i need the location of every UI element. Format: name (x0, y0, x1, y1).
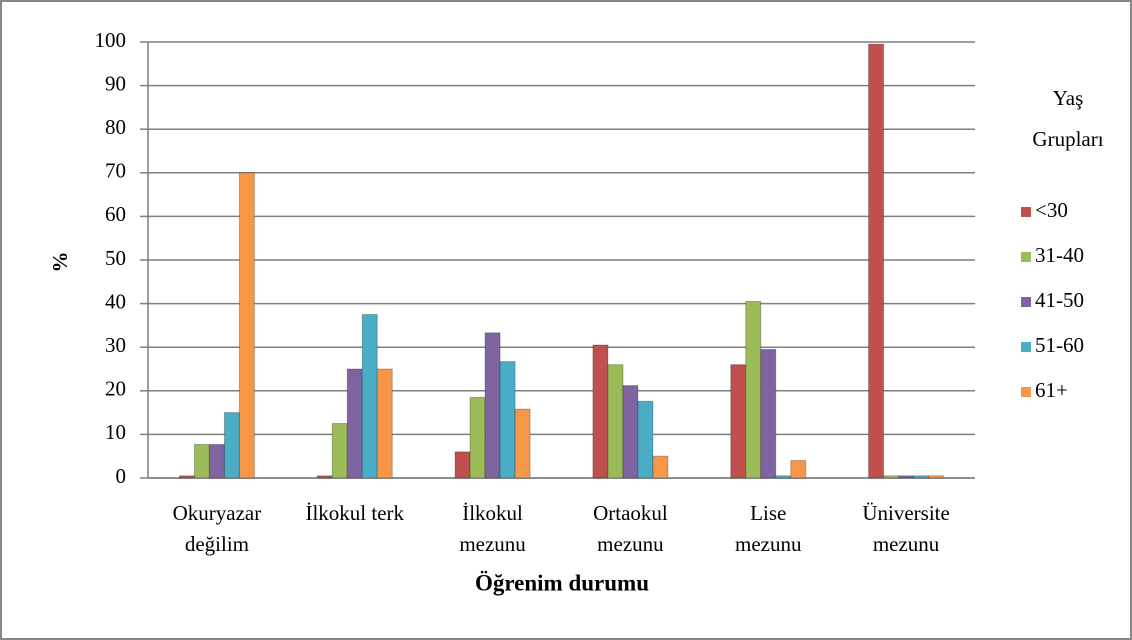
y-tick-label: 90 (105, 71, 126, 95)
y-tick-label: 40 (105, 289, 126, 313)
bar (331, 423, 348, 479)
x-tick-label: İlkokul (462, 501, 523, 525)
legend-swatch (1021, 207, 1031, 217)
bar (745, 300, 762, 479)
bar (637, 400, 654, 479)
bar (514, 408, 531, 479)
legend-swatch (1021, 252, 1031, 262)
y-tick-label: 100 (95, 28, 127, 52)
legend-label: <30 (1035, 198, 1068, 222)
bar (607, 364, 624, 479)
bar (883, 475, 900, 479)
bar (760, 348, 777, 479)
bar (208, 443, 225, 479)
legend-title: Yaş (1053, 86, 1084, 110)
y-tick-label: 70 (105, 159, 126, 183)
legend-swatch (1021, 342, 1031, 352)
bar (898, 475, 915, 479)
bar (592, 344, 609, 479)
bar (469, 396, 486, 479)
y-tick-label: 50 (105, 246, 126, 270)
x-tick-label: Lise (750, 501, 786, 525)
x-tick-label: Okuryazar (173, 501, 262, 525)
x-tick-label: Üniversite (862, 501, 949, 525)
legend-label: 41-50 (1035, 288, 1084, 312)
bar (775, 475, 792, 479)
x-tick-label: mezunu (597, 532, 664, 556)
bar (913, 475, 930, 479)
bar (928, 475, 945, 479)
bar (361, 314, 378, 479)
bar (484, 332, 501, 479)
bar (178, 475, 195, 479)
y-tick-label: 30 (105, 333, 126, 357)
bar (454, 451, 471, 479)
x-tick-label: mezunu (735, 532, 802, 556)
bar (193, 443, 210, 479)
bar (238, 172, 255, 479)
x-tick-label: mezunu (459, 532, 526, 556)
bar (622, 385, 639, 479)
y-tick-label: 10 (105, 420, 126, 444)
bar (790, 460, 807, 479)
legend-label: 61+ (1035, 378, 1068, 402)
y-tick-label: 60 (105, 202, 126, 226)
bar (316, 475, 333, 479)
bar (652, 455, 669, 479)
bar (730, 364, 747, 479)
y-tick-label: 0 (116, 464, 127, 488)
legend-title: Grupları (1032, 127, 1103, 151)
x-tick-label: değilim (185, 532, 249, 556)
legend-swatch (1021, 297, 1031, 307)
bar (499, 361, 516, 479)
legend-label: 31-40 (1035, 243, 1084, 267)
x-tick-label: İlkokul terk (305, 501, 404, 525)
x-axis-label: Öğrenim durumu (475, 570, 649, 595)
bar (223, 412, 240, 479)
x-tick-label: mezunu (873, 532, 940, 556)
x-tick-label: Ortaokul (593, 501, 668, 525)
y-tick-label: 80 (105, 115, 126, 139)
legend-swatch (1021, 387, 1031, 397)
y-axis-label: % (48, 252, 72, 273)
legend-label: 51-60 (1035, 333, 1084, 357)
bar (376, 368, 393, 479)
bar (346, 368, 363, 479)
y-tick-label: 20 (105, 377, 126, 401)
bar (868, 43, 885, 479)
